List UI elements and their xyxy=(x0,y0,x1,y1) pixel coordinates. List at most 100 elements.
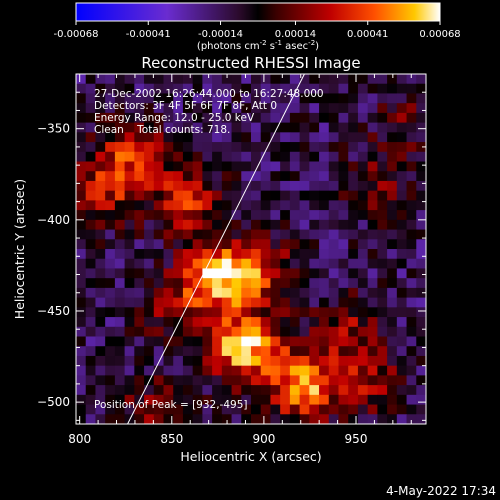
heatmap-cell xyxy=(280,375,291,386)
heatmap-cell xyxy=(396,200,407,211)
heatmap-cell xyxy=(134,355,145,367)
heatmap-cell xyxy=(231,190,242,201)
heatmap-cell xyxy=(357,219,369,230)
heatmap-cell xyxy=(309,346,320,357)
heatmap-cell xyxy=(124,219,135,230)
heatmap-cell xyxy=(153,93,164,104)
heatmap-cell xyxy=(328,180,339,192)
heatmap-cell xyxy=(85,355,96,367)
heatmap-cell xyxy=(367,287,378,299)
heatmap-cell xyxy=(280,268,291,279)
heatmap-cell xyxy=(396,190,407,201)
heatmap-cell xyxy=(338,93,349,104)
heatmap-cell xyxy=(270,229,281,240)
heatmap-cell xyxy=(212,346,223,357)
heatmap-cell xyxy=(95,200,106,211)
heatmap-cell xyxy=(182,171,194,182)
heatmap-cell xyxy=(270,180,281,192)
heatmap-cell xyxy=(338,307,349,318)
heatmap-cell xyxy=(406,326,417,337)
heatmap-cell xyxy=(134,112,145,124)
heatmap-cell xyxy=(221,239,232,250)
heatmap-cell xyxy=(357,161,369,172)
heatmap-cell xyxy=(85,142,96,153)
heatmap-cell xyxy=(299,346,310,357)
heatmap-cell xyxy=(163,112,174,124)
heatmap-cell xyxy=(319,307,330,318)
heatmap-cell xyxy=(260,326,271,337)
heatmap-cell xyxy=(309,307,320,318)
heatmap-cell xyxy=(241,385,252,396)
heatmap-cell xyxy=(114,74,126,85)
heatmap-cell xyxy=(319,346,330,357)
heatmap-cell xyxy=(173,317,184,328)
heatmap-cell xyxy=(114,219,126,230)
heatmap-cell xyxy=(85,122,96,133)
heatmap-cell xyxy=(319,404,330,415)
heatmap-cell xyxy=(328,287,339,299)
heatmap-cell xyxy=(95,180,106,192)
heatmap-cell xyxy=(241,93,252,104)
heatmap-cell xyxy=(85,200,96,211)
heatmap-cell xyxy=(144,142,155,153)
heatmap-cell xyxy=(134,346,145,357)
heatmap-cell xyxy=(396,219,407,230)
heatmap-cell xyxy=(348,355,359,367)
heatmap-cell xyxy=(396,394,407,405)
heatmap-cell xyxy=(396,385,407,396)
heatmap-cell xyxy=(270,268,281,279)
heatmap-cell xyxy=(202,132,213,143)
heatmap-cell xyxy=(289,93,301,104)
heatmap-cell xyxy=(241,74,252,85)
heatmap-cell xyxy=(173,385,184,396)
heatmap-cell xyxy=(280,355,291,367)
heatmap-cell xyxy=(357,336,369,347)
heatmap-cell xyxy=(153,74,164,85)
heatmap-cell xyxy=(192,317,203,328)
heatmap-cell xyxy=(124,151,135,162)
heatmap-cell xyxy=(406,171,417,182)
colorbar-tick-label: 0.00041 xyxy=(347,29,388,40)
heatmap-cell xyxy=(416,171,426,182)
heatmap-cell xyxy=(124,83,135,94)
heatmap-cell xyxy=(377,219,388,230)
heatmap-cell xyxy=(280,297,291,308)
heatmap-cell xyxy=(221,268,232,279)
heatmap-cell xyxy=(260,336,271,347)
heatmap-cell xyxy=(328,394,339,405)
heatmap-cell xyxy=(95,326,106,337)
heatmap-cell xyxy=(76,112,87,124)
heatmap-cell xyxy=(202,151,213,162)
heatmap-cell xyxy=(406,190,417,201)
heatmap-cell xyxy=(76,336,87,347)
heatmap-cell xyxy=(144,229,155,240)
heatmap-cell xyxy=(387,249,398,260)
heatmap-cell xyxy=(406,287,417,299)
heatmap-cell xyxy=(328,375,339,386)
heatmap-cell xyxy=(85,297,96,308)
heatmap-cell xyxy=(182,355,194,367)
heatmap-cell xyxy=(134,336,145,347)
heatmap-cell xyxy=(231,83,242,94)
heatmap-cell xyxy=(231,200,242,211)
heatmap-cell xyxy=(270,404,281,415)
heatmap-cell xyxy=(182,74,194,85)
heatmap-cell xyxy=(289,190,301,201)
heatmap-cell xyxy=(348,93,359,104)
heatmap-cell xyxy=(202,404,213,415)
heatmap-cell xyxy=(241,287,252,299)
heatmap-cell xyxy=(260,287,271,299)
heatmap-cell xyxy=(251,122,262,133)
heatmap-cell xyxy=(114,365,126,376)
heatmap-cell xyxy=(348,200,359,211)
heatmap-cell xyxy=(396,239,407,250)
heatmap-cell xyxy=(406,375,417,386)
heatmap-cell xyxy=(163,404,174,415)
heatmap-cell xyxy=(270,122,281,133)
heatmap-cell xyxy=(85,229,96,240)
heatmap-cell xyxy=(212,200,223,211)
heatmap-cell xyxy=(338,171,349,182)
heatmap-cell xyxy=(144,74,155,85)
heatmap-cell xyxy=(260,151,271,162)
